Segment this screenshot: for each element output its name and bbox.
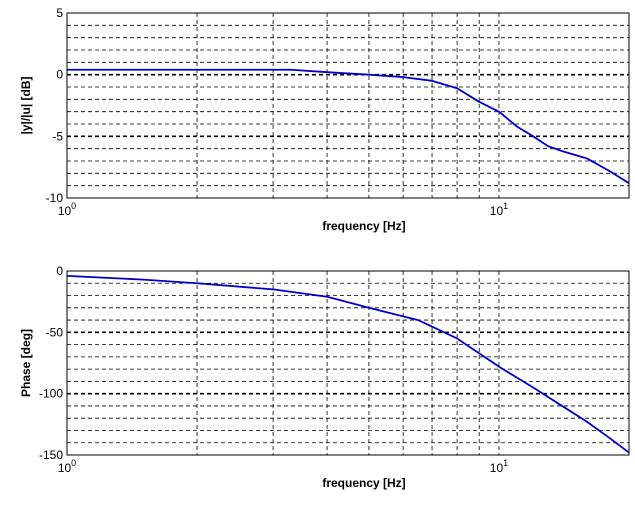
phase-ytick-label: -150 bbox=[39, 448, 63, 462]
magnitude-curve bbox=[67, 68, 630, 184]
phase-xtick-label: 101 bbox=[490, 458, 508, 475]
magnitude-plot-area bbox=[67, 13, 629, 198]
phase-ylabel: Phase [deg] bbox=[19, 329, 33, 397]
magnitude-ytick-label: 5 bbox=[56, 6, 63, 20]
magnitude-xlabel: frequency [Hz] bbox=[322, 219, 405, 233]
phase-ytick-label: 0 bbox=[56, 264, 63, 278]
magnitude-ytick-label: -10 bbox=[46, 191, 64, 205]
phase-axes-box bbox=[66, 270, 630, 456]
phase-ytick-label: -100 bbox=[39, 387, 63, 401]
magnitude-xtick-label: 100 bbox=[58, 201, 76, 218]
magnitude-ytick-label: 0 bbox=[56, 68, 63, 82]
magnitude-axes-box bbox=[66, 12, 630, 199]
magnitude-ytick-label: -5 bbox=[52, 129, 63, 143]
phase-curve bbox=[66, 275, 630, 454]
phase-xtick-label: 100 bbox=[58, 458, 76, 475]
phase-plot-area bbox=[67, 271, 629, 455]
phase-ytick-label: -50 bbox=[46, 325, 64, 339]
magnitude-xtick-label: 101 bbox=[490, 201, 508, 218]
phase-xlabel: frequency [Hz] bbox=[322, 476, 405, 490]
magnitude-ylabel: |y|/|u| [dB] bbox=[19, 76, 33, 134]
